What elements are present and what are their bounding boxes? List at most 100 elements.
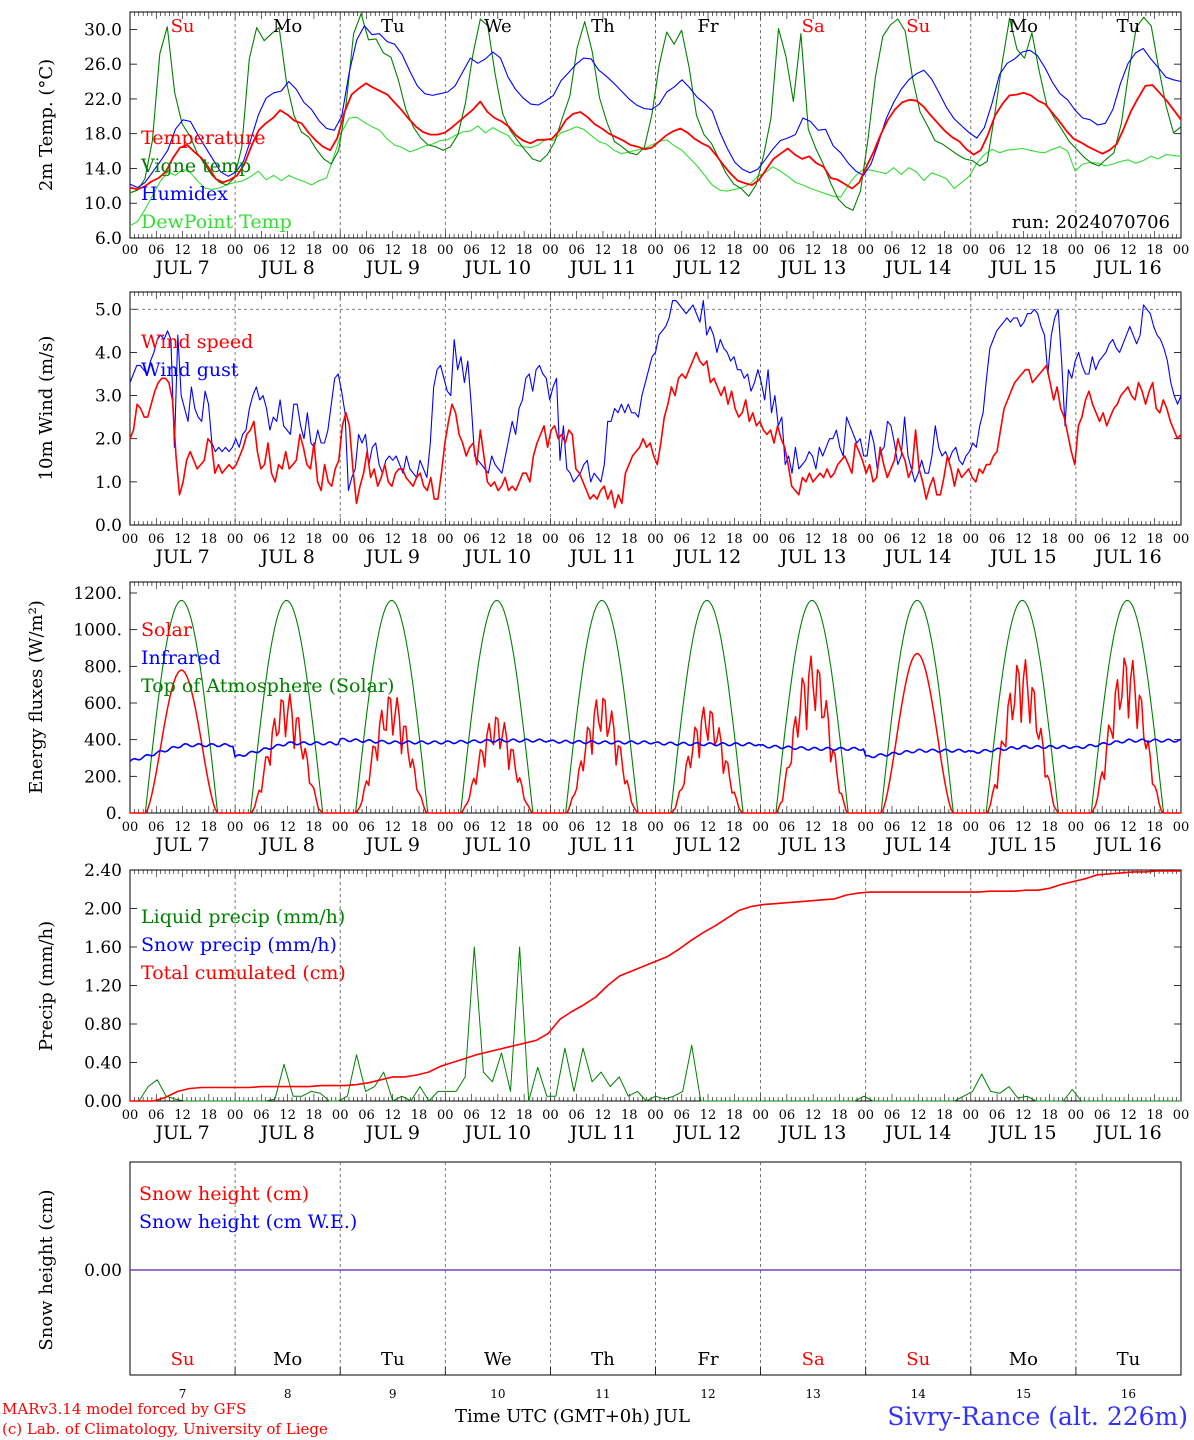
hour-tick-label: 18 (726, 532, 743, 547)
energy-solar-series (130, 653, 1181, 814)
day-label: JUL 10 (463, 1122, 531, 1144)
y-tick-label: 0.00 (84, 1092, 122, 1112)
weekday-label: Su (906, 1349, 930, 1370)
weekday-label: Tu (1117, 1349, 1141, 1370)
hour-tick-label: 00 (963, 532, 980, 547)
hour-tick-label: 18 (306, 1108, 323, 1123)
hour-tick-label: 18 (1041, 243, 1058, 258)
hour-tick-label: 06 (989, 1108, 1006, 1123)
hour-tick-label: 00 (1173, 820, 1190, 835)
precip-total-series (130, 870, 1181, 1102)
hour-tick-label: 06 (884, 532, 901, 547)
hour-tick-label: 18 (201, 532, 218, 547)
hour-tick-label: 00 (752, 532, 769, 547)
hour-tick-label: 00 (647, 243, 664, 258)
hour-tick-label: 18 (831, 532, 848, 547)
hour-tick-label: 18 (621, 1108, 638, 1123)
hour-tick-label: 12 (1120, 532, 1137, 547)
y-tick-label: 10.0 (84, 194, 122, 214)
day-label: JUL 8 (258, 1122, 314, 1144)
hour-tick-label: 06 (463, 243, 480, 258)
hour-tick-label: 12 (279, 1108, 296, 1123)
day-label: JUL 13 (778, 546, 846, 568)
hour-tick-label: 12 (700, 820, 717, 835)
hour-tick-label: 12 (279, 243, 296, 258)
wind-legend-gust: Wind gust (141, 359, 239, 381)
hour-tick-label: 06 (568, 532, 585, 547)
hour-tick-label: 00 (647, 820, 664, 835)
hour-tick-label: 06 (253, 820, 270, 835)
hour-tick-label: 12 (490, 532, 507, 547)
hour-tick-label: 00 (963, 1108, 980, 1123)
hour-tick-label: 00 (1068, 243, 1085, 258)
hour-tick-label: 18 (831, 243, 848, 258)
hour-tick-label: 18 (306, 532, 323, 547)
hour-tick-label: 00 (437, 1108, 454, 1123)
hour-tick-label: 18 (1146, 243, 1163, 258)
day-number-label: 14 (911, 1387, 927, 1401)
day-label: JUL 10 (463, 257, 531, 279)
hour-tick-label: 00 (227, 820, 244, 835)
hour-tick-label: 00 (542, 243, 559, 258)
weekday-label: Sa (802, 1349, 825, 1370)
hour-tick-label: 00 (1173, 1108, 1190, 1123)
precip-liquid-series (130, 946, 1181, 1102)
hour-tick-label: 18 (516, 820, 533, 835)
hour-tick-label: 06 (884, 1108, 901, 1123)
hour-tick-label: 06 (463, 1108, 480, 1123)
y-tick-label: 200. (84, 767, 122, 787)
hour-tick-label: 06 (1094, 820, 1111, 835)
hour-tick-label: 12 (1120, 243, 1137, 258)
hour-tick-label: 00 (227, 243, 244, 258)
day-number-label: 11 (595, 1387, 610, 1401)
day-label: JUL 14 (883, 1122, 951, 1144)
weekday-label: Fr (698, 1349, 719, 1370)
hour-tick-label: 00 (1173, 532, 1190, 547)
hour-tick-label: 00 (752, 1108, 769, 1123)
day-label: JUL 15 (988, 257, 1056, 279)
hour-tick-label: 18 (306, 243, 323, 258)
day-label: JUL 13 (778, 257, 846, 279)
hour-tick-label: 18 (201, 820, 218, 835)
hour-tick-label: 00 (542, 1108, 559, 1123)
hour-tick-label: 18 (831, 1108, 848, 1123)
hour-tick-label: 18 (516, 532, 533, 547)
temperature-panel: 6.0 10.0 14.0 18.0 22.0 26.0 30.0 Su Mo Tu We Th Fr S… (36, 11, 1182, 249)
temperature-legend-vigne: Vigne temp (140, 155, 251, 177)
temperature-series-0 (129, 82, 1182, 191)
day-label: JUL 8 (258, 546, 314, 568)
hour-tick-label: 00 (1068, 532, 1085, 547)
temperature-legend-dewpoint: DewPoint Temp (141, 211, 292, 233)
precip-legend-snow: Snow precip (mm/h) (141, 934, 337, 956)
hour-tick-label: 06 (253, 532, 270, 547)
hour-tick-label: 00 (1173, 243, 1190, 258)
hour-tick-label: 06 (568, 1108, 585, 1123)
day-number-label: 7 (179, 1387, 187, 1401)
y-tick-label: 14.0 (84, 159, 122, 179)
hour-tick-label: 18 (1146, 820, 1163, 835)
hour-tick-label: 00 (227, 1108, 244, 1123)
hour-tick-label: 06 (358, 243, 375, 258)
y-tick-label: 22.0 (84, 90, 122, 110)
hour-tick-label: 12 (490, 1108, 507, 1123)
hour-tick-label: 00 (857, 532, 874, 547)
temperature-series-1 (129, 13, 1182, 211)
hour-tick-label: 00 (542, 532, 559, 547)
wind-panel: 0.0 1.0 2.0 3.0 4.0 5.0 10m Wind (m/s) Wind s… (36, 291, 1182, 536)
y-tick-label: 800. (84, 657, 122, 677)
snow-y-axis-label: Snow height (cm) (36, 1189, 57, 1350)
hour-tick-label: 00 (963, 243, 980, 258)
hour-tick-label: 18 (936, 820, 953, 835)
hour-tick-label: 06 (358, 1108, 375, 1123)
hour-tick-label: 00 (122, 532, 139, 547)
hour-tick-label: 00 (647, 1108, 664, 1123)
y-tick-label: 1.20 (84, 977, 122, 997)
hour-tick-label: 06 (1094, 532, 1111, 547)
weekday-label: Mo (1009, 16, 1038, 37)
day-label: JUL 11 (568, 546, 636, 568)
hour-tick-label: 00 (437, 820, 454, 835)
day-label: JUL 13 (778, 834, 846, 856)
hour-tick-label: 12 (805, 820, 822, 835)
wind-legend-speed: Wind speed (141, 331, 253, 353)
day-number-label: 13 (806, 1387, 821, 1401)
